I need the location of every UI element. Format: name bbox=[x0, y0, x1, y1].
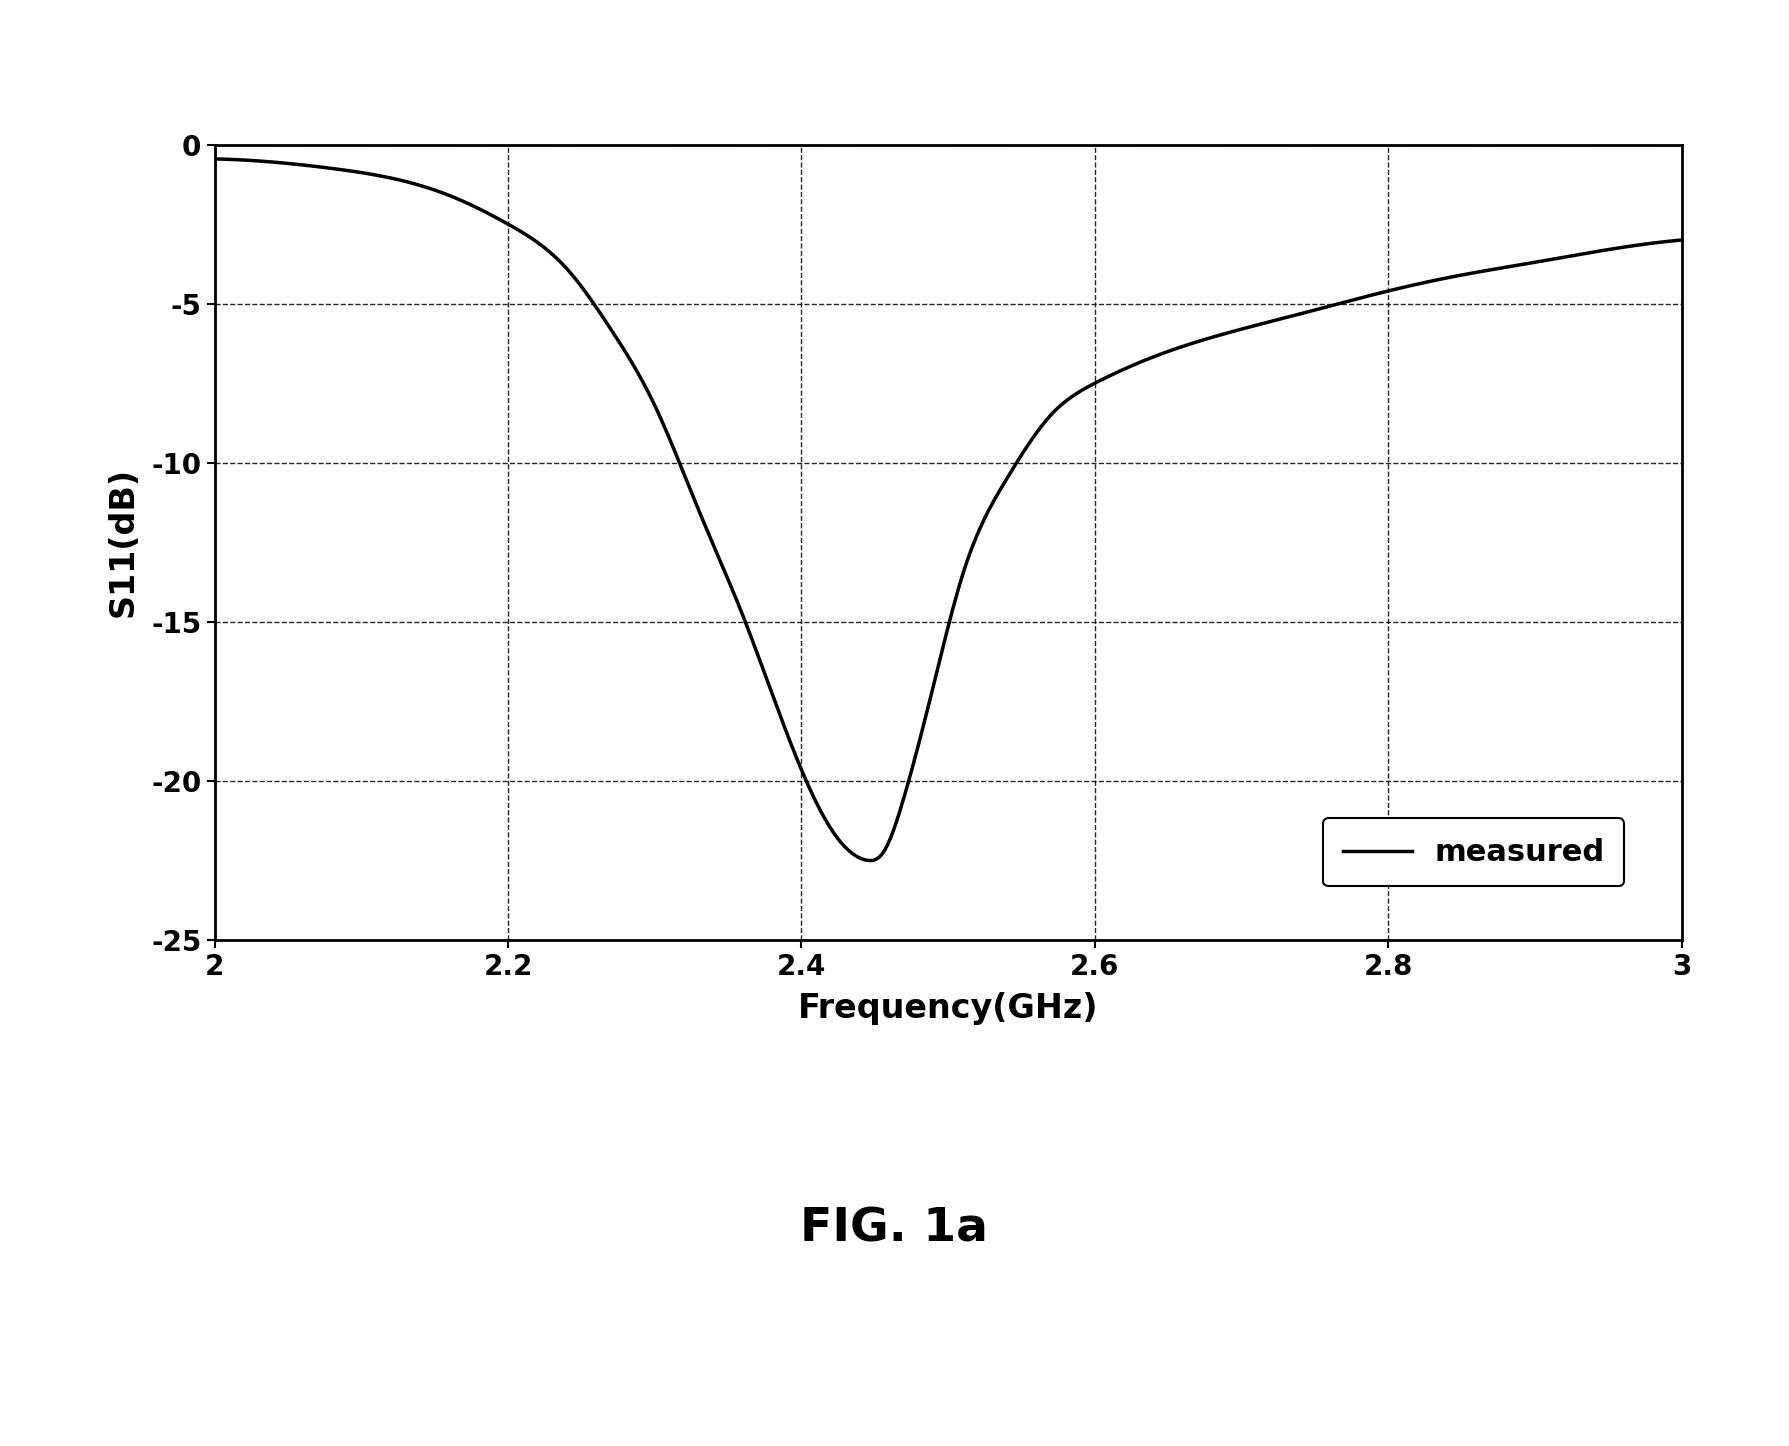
Text: FIG. 1a: FIG. 1a bbox=[800, 1206, 989, 1252]
Line: measured: measured bbox=[215, 159, 1682, 860]
measured bbox=[1000, 463, 1022, 480]
Y-axis label: S11(dB): S11(dB) bbox=[107, 467, 140, 617]
measured bbox=[1639, 234, 1660, 252]
X-axis label: Frequency(GHz): Frequency(GHz) bbox=[798, 992, 1098, 1025]
measured bbox=[1081, 376, 1102, 393]
measured bbox=[903, 752, 925, 769]
measured bbox=[1671, 231, 1692, 249]
measured bbox=[912, 717, 934, 735]
measured bbox=[204, 150, 225, 168]
Legend: measured: measured bbox=[1324, 818, 1624, 886]
measured bbox=[859, 852, 880, 869]
measured bbox=[1410, 275, 1431, 292]
